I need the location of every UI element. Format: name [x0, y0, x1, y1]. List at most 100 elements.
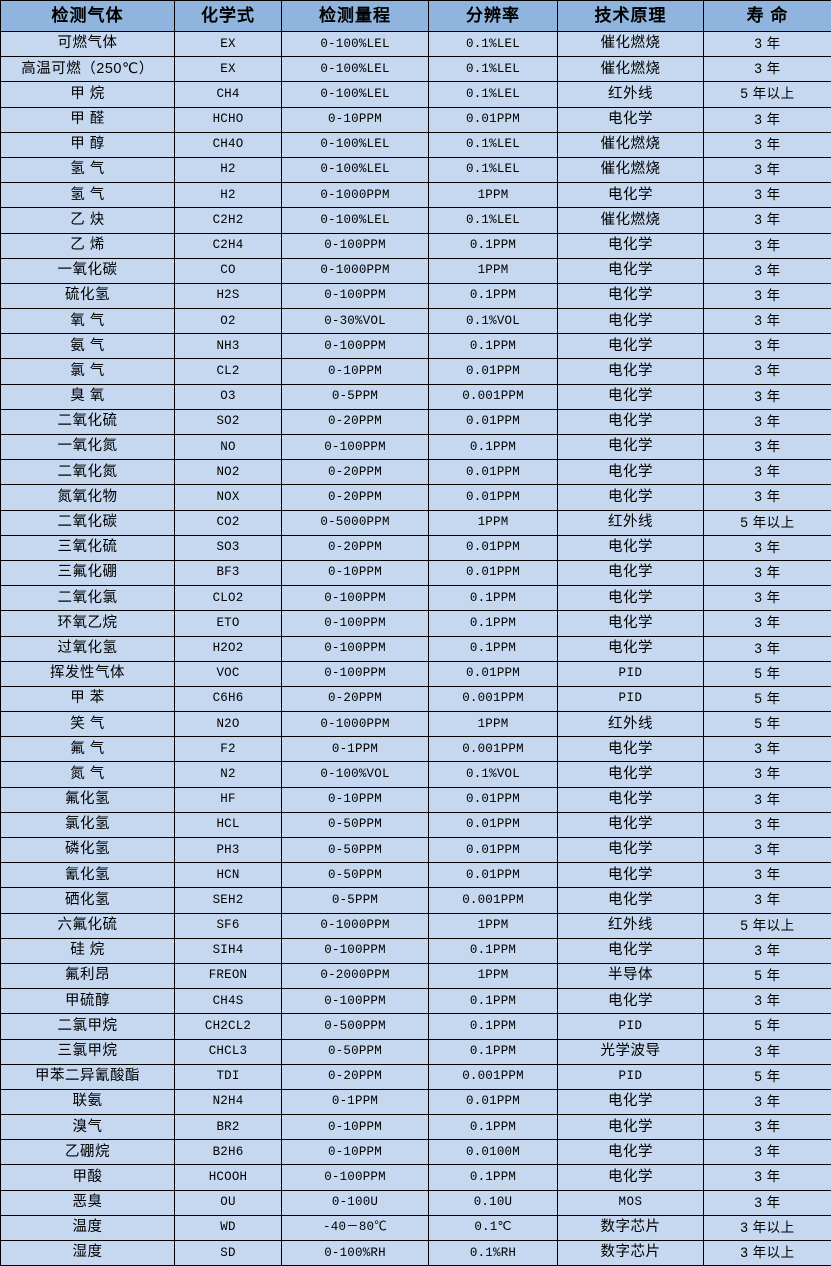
column-header-gas: 检测气体 [1, 1, 175, 32]
cell-gas: 甲 醇 [1, 132, 175, 157]
cell-gas: 湿度 [1, 1241, 175, 1266]
cell-resolution: 1PPM [429, 963, 558, 988]
cell-resolution: 0.001PPM [429, 384, 558, 409]
cell-life: 5 年以上 [704, 510, 831, 535]
cell-range: 0-100PPM [282, 586, 429, 611]
cell-formula: B2H6 [175, 1140, 282, 1165]
column-header-principle: 技术原理 [558, 1, 704, 32]
cell-principle: 光学波导 [558, 1039, 704, 1064]
cell-life: 3 年 [704, 183, 831, 208]
cell-resolution: 0.1%RH [429, 1241, 558, 1266]
cell-range: 0-1000PPM [282, 258, 429, 283]
cell-principle: 催化燃烧 [558, 57, 704, 82]
cell-formula: N2 [175, 762, 282, 787]
cell-range: 0-20PPM [282, 1064, 429, 1089]
column-header-range: 检测量程 [282, 1, 429, 32]
cell-resolution: 0.1PPM [429, 1115, 558, 1140]
cell-life: 3 年 [704, 435, 831, 460]
cell-formula: CLO2 [175, 586, 282, 611]
cell-formula: N2H4 [175, 1089, 282, 1114]
cell-resolution: 0.1PPM [429, 586, 558, 611]
cell-principle: 电化学 [558, 586, 704, 611]
cell-gas: 氟利昂 [1, 963, 175, 988]
cell-life: 3 年 [704, 838, 831, 863]
cell-principle: 电化学 [558, 258, 704, 283]
cell-gas: 硅 烷 [1, 938, 175, 963]
cell-principle: 电化学 [558, 359, 704, 384]
cell-life: 5 年以上 [704, 82, 831, 107]
cell-resolution: 1PPM [429, 183, 558, 208]
cell-resolution: 0.001PPM [429, 1064, 558, 1089]
cell-resolution: 0.1PPM [429, 1014, 558, 1039]
cell-formula: EX [175, 57, 282, 82]
cell-range: -40－80℃ [282, 1215, 429, 1240]
cell-range: 0-100PPM [282, 989, 429, 1014]
cell-gas: 挥发性气体 [1, 661, 175, 686]
cell-life: 3 年 [704, 863, 831, 888]
cell-range: 0-5PPM [282, 384, 429, 409]
cell-gas: 甲苯二异氰酸酯 [1, 1064, 175, 1089]
cell-principle: 电化学 [558, 283, 704, 308]
cell-principle: 催化燃烧 [558, 132, 704, 157]
cell-resolution: 0.001PPM [429, 737, 558, 762]
cell-resolution: 0.01PPM [429, 460, 558, 485]
cell-range: 0-50PPM [282, 863, 429, 888]
cell-range: 0-20PPM [282, 535, 429, 560]
cell-resolution: 0.01PPM [429, 560, 558, 585]
cell-formula: FREON [175, 963, 282, 988]
cell-formula: CO2 [175, 510, 282, 535]
cell-life: 3 年 [704, 233, 831, 258]
cell-gas: 氰化氢 [1, 863, 175, 888]
cell-range: 0-100%LEL [282, 32, 429, 57]
cell-principle: 电化学 [558, 989, 704, 1014]
cell-formula: EX [175, 32, 282, 57]
cell-resolution: 0.1PPM [429, 989, 558, 1014]
cell-range: 0-100%LEL [282, 57, 429, 82]
cell-life: 3 年 [704, 309, 831, 334]
cell-range: 0-100%VOL [282, 762, 429, 787]
cell-gas: 甲硫醇 [1, 989, 175, 1014]
cell-resolution: 0.10U [429, 1190, 558, 1215]
cell-formula: ETO [175, 611, 282, 636]
cell-range: 0-1000PPM [282, 183, 429, 208]
cell-gas: 可燃气体 [1, 32, 175, 57]
cell-range: 0-10PPM [282, 107, 429, 132]
cell-gas: 氢 气 [1, 183, 175, 208]
cell-range: 0-100PPM [282, 283, 429, 308]
cell-formula: BF3 [175, 560, 282, 585]
cell-life: 3 年以上 [704, 1215, 831, 1240]
cell-resolution: 0.1%LEL [429, 208, 558, 233]
cell-gas: 臭 氧 [1, 384, 175, 409]
cell-gas: 二氧化氯 [1, 586, 175, 611]
cell-principle: 电化学 [558, 812, 704, 837]
cell-gas: 甲 醛 [1, 107, 175, 132]
cell-range: 0-100PPM [282, 233, 429, 258]
cell-gas: 乙硼烷 [1, 1140, 175, 1165]
cell-resolution: 1PPM [429, 510, 558, 535]
cell-resolution: 1PPM [429, 712, 558, 737]
cell-formula: HF [175, 787, 282, 812]
cell-range: 0-10PPM [282, 787, 429, 812]
cell-formula: SF6 [175, 913, 282, 938]
cell-principle: 电化学 [558, 309, 704, 334]
cell-gas: 氢 气 [1, 157, 175, 182]
cell-life: 3 年 [704, 560, 831, 585]
cell-life: 5 年以上 [704, 913, 831, 938]
cell-gas: 氯 气 [1, 359, 175, 384]
cell-life: 3 年 [704, 460, 831, 485]
